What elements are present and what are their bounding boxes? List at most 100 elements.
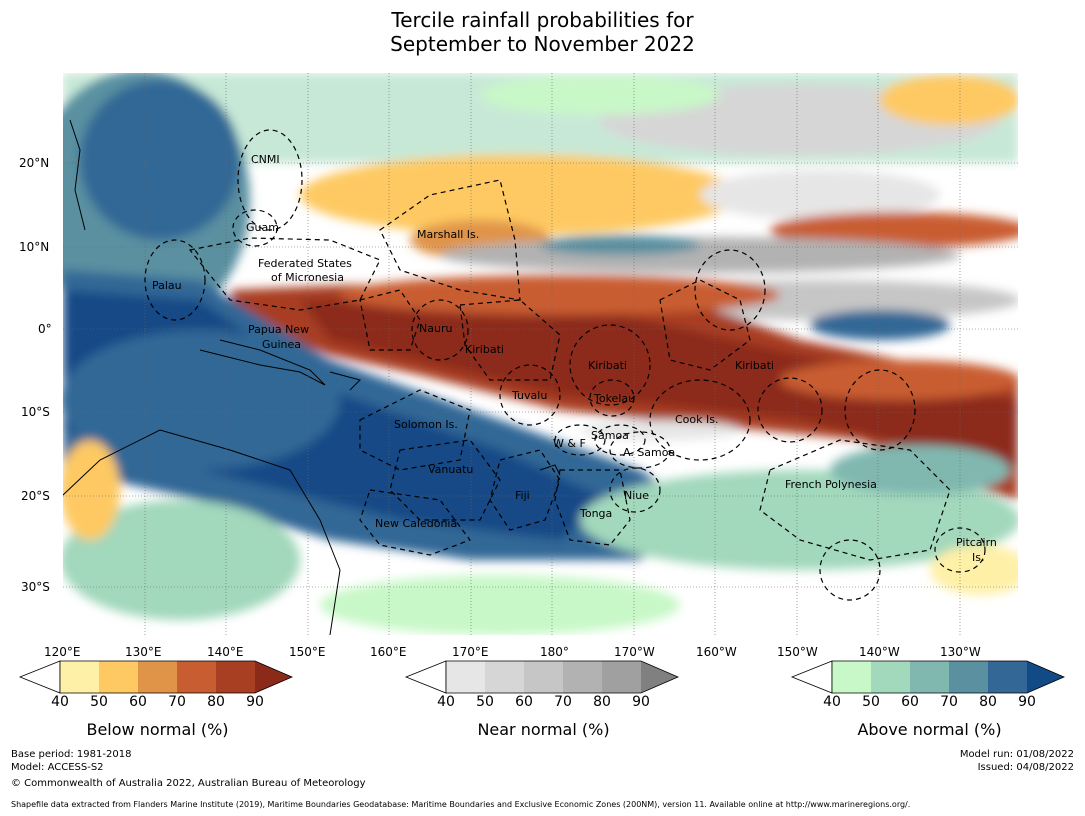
lon-label: 140°E xyxy=(207,645,244,659)
colorbar-near-swatch xyxy=(641,661,678,693)
colorbar-near-swatch xyxy=(563,661,602,693)
region-label: W & F xyxy=(553,437,586,450)
region-label: French Polynesia xyxy=(785,478,877,491)
region-label: Solomon Is. xyxy=(394,418,458,431)
lat-label: 0° xyxy=(38,322,52,336)
region-label: Kiribati xyxy=(588,359,627,372)
lon-label: 130°E xyxy=(125,645,162,659)
lon-label: 160°E xyxy=(370,645,407,659)
lon-label: 140°W xyxy=(859,645,900,659)
colorbar-near-swatch xyxy=(602,661,641,693)
colorbar-below-swatch xyxy=(255,661,292,693)
colorbar-tick: 60 xyxy=(515,694,533,710)
region-label: Palau xyxy=(152,279,182,292)
colorbar-tick: 70 xyxy=(168,694,186,710)
colorbar-tick: 80 xyxy=(593,694,611,710)
colorbar-near-normal xyxy=(404,660,680,694)
colorbar-tick: 50 xyxy=(90,694,108,710)
region-label: A. Samoa xyxy=(623,446,676,459)
model-name: Model: ACCESS-S2 xyxy=(11,762,104,773)
model-run: Model run: 01/08/2022 xyxy=(959,749,1074,760)
coastlines xyxy=(63,119,561,635)
graticule xyxy=(63,73,1018,635)
region-label: Niue xyxy=(624,489,650,502)
region-label: Vanuatu xyxy=(428,463,474,476)
colorbar-tick: 90 xyxy=(1018,694,1036,710)
region-label: New Caledonia xyxy=(375,517,458,530)
colorbar-near-swatch xyxy=(485,661,524,693)
colorbar-tick: 70 xyxy=(554,694,572,710)
region-label: Tonga xyxy=(580,507,613,520)
region-label: Guam xyxy=(246,221,279,234)
copyright: © Commonwealth of Australia 2022, Austra… xyxy=(11,778,366,789)
lon-label: 170°E xyxy=(452,645,489,659)
colorbar-tick: 80 xyxy=(207,694,225,710)
region-label: Kiribati xyxy=(735,359,774,372)
colorbar-below-swatch xyxy=(138,661,177,693)
lat-label: 20°N xyxy=(19,156,50,170)
lat-label: 30°S xyxy=(21,580,50,594)
region-label: Nauru xyxy=(419,322,453,335)
lon-label: 170°W xyxy=(614,645,655,659)
lon-label: 130°W xyxy=(940,645,981,659)
colorbar-above-swatch xyxy=(910,661,949,693)
colorbar-tick: 90 xyxy=(246,694,264,710)
colorbar-tick: 60 xyxy=(901,694,919,710)
lon-label: 120°E xyxy=(44,645,81,659)
colorbar-tick: 40 xyxy=(51,694,69,710)
lon-label: 160°W xyxy=(696,645,737,659)
colorbar-tick: 90 xyxy=(632,694,650,710)
region-label: CNMI xyxy=(251,153,280,166)
lon-label: 150°E xyxy=(289,645,326,659)
colorbar-above-swatch xyxy=(949,661,988,693)
colorbar-tick: 40 xyxy=(437,694,455,710)
colorbar-tick: 50 xyxy=(862,694,880,710)
colorbar-below-swatch xyxy=(216,661,255,693)
lon-label: 180° xyxy=(540,645,569,659)
region-label: Marshall Is. xyxy=(417,228,480,241)
region-label: Guinea xyxy=(262,338,302,351)
region-label: Samoa xyxy=(591,429,629,442)
region-label: Is. xyxy=(972,551,985,564)
map-shading xyxy=(63,73,1018,635)
region-label: Federated States xyxy=(258,257,352,270)
colorbar-above-swatch xyxy=(871,661,910,693)
region-label: Tokelau xyxy=(594,392,636,405)
colorbar-tick: 70 xyxy=(940,694,958,710)
colorbar-near-swatch xyxy=(524,661,563,693)
region-label: Kiribati xyxy=(465,343,504,356)
title-line-2: September to November 2022 xyxy=(390,32,695,56)
shapefile-credit: Shapefile data extracted from Flanders M… xyxy=(11,800,911,809)
base-period: Base period: 1981-2018 xyxy=(11,749,132,760)
colorbar-above-normal xyxy=(790,660,1066,694)
colorbar-title-below: Below normal (%) xyxy=(86,720,229,739)
colorbar-above-swatch xyxy=(988,661,1027,693)
colorbar-above-swatch xyxy=(832,661,871,693)
region-label: Papua New xyxy=(248,323,310,336)
eez-boundaries xyxy=(144,129,986,601)
region-label: Tuvalu xyxy=(512,389,548,402)
lon-label: 150°W xyxy=(777,645,818,659)
colorbar-title-above: Above normal (%) xyxy=(857,720,1002,739)
region-label: Fiji xyxy=(515,489,530,502)
region-label: Pitcairn xyxy=(956,536,997,549)
colorbar-below-normal xyxy=(18,660,294,694)
colorbar-tick: 50 xyxy=(476,694,494,710)
lat-label: 10°S xyxy=(21,405,50,419)
title-line-1: Tercile rainfall probabilities for xyxy=(391,8,694,32)
region-label: of Micronesia xyxy=(271,271,344,284)
lat-label: 10°N xyxy=(19,240,50,254)
colorbar-above-swatch xyxy=(1027,661,1064,693)
colorbar-title-near: Near normal (%) xyxy=(477,720,610,739)
lat-label: 20°S xyxy=(21,489,50,503)
issued-date: Issued: 04/08/2022 xyxy=(977,762,1074,773)
colorbar-below-swatch xyxy=(99,661,138,693)
colorbar-below-swatch xyxy=(177,661,216,693)
colorbar-near-swatch xyxy=(446,661,485,693)
colorbar-below-swatch xyxy=(60,661,99,693)
colorbar-tick: 80 xyxy=(979,694,997,710)
region-label: Cook Is. xyxy=(675,413,719,426)
colorbar-tick: 60 xyxy=(129,694,147,710)
colorbar-tick: 40 xyxy=(823,694,841,710)
